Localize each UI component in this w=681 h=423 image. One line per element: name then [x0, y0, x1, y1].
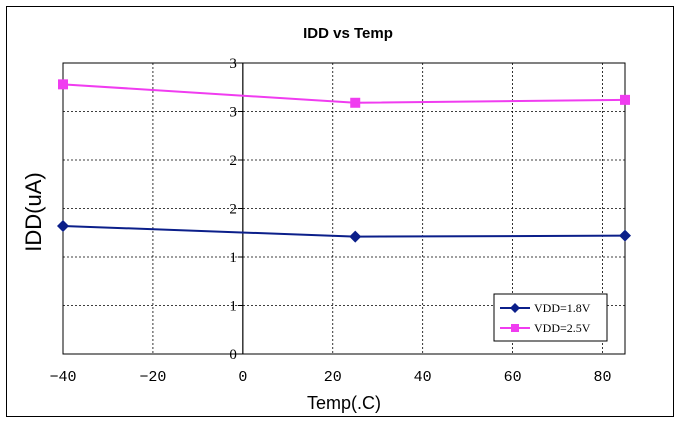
legend-marker-square	[511, 324, 519, 332]
series-layer	[57, 79, 631, 243]
y-tick-label: 3	[229, 105, 237, 121]
legend: VDD=1.8V VDD=2.5V	[493, 293, 608, 342]
data-point-diamond	[619, 229, 631, 242]
data-point-square	[58, 79, 68, 90]
x-tick-label: 20	[324, 369, 342, 386]
y-tick-label: 1	[229, 299, 237, 315]
y-tick-label: 3	[229, 56, 237, 72]
legend-box	[493, 293, 608, 342]
line-chart: IDD vs Temp 0 1 1 2 2 3 3 −40 −20 0 20 40 60 80 Temp…	[21, 25, 631, 413]
y-tick-label: 2	[229, 153, 237, 169]
x-tick-label: 60	[504, 369, 522, 386]
data-point-diamond	[57, 219, 69, 232]
y-tick-label: 0	[229, 347, 237, 363]
x-tick-label: 0	[238, 369, 247, 386]
y-axis: 0 1 1 2 2 3 3	[229, 56, 244, 363]
x-tick-label: 80	[594, 369, 612, 386]
legend-marker-diamond	[510, 303, 520, 313]
data-point-square	[620, 94, 630, 105]
data-point-diamond	[349, 230, 362, 243]
x-axis-ticks: −40 −20 0 20 40 60 80	[49, 369, 611, 386]
legend-entry-label: VDD=1.8V	[534, 301, 591, 315]
legend-entry-label: VDD=2.5V	[534, 321, 591, 335]
x-tick-label: −20	[139, 369, 166, 386]
x-tick-label: 40	[414, 369, 432, 386]
y-axis-label: IDD(uA)	[21, 172, 46, 251]
y-tick-label: 1	[229, 250, 237, 266]
y-tick-label: 2	[229, 202, 237, 218]
chart-title: IDD vs Temp	[303, 25, 393, 42]
x-tick-label: −40	[49, 369, 76, 386]
data-point-square	[350, 97, 361, 108]
chart-frame: IDD vs Temp 0 1 1 2 2 3 3 −40 −20 0 20 40 60 80 Temp…	[6, 6, 674, 417]
x-axis-label: Temp(.C)	[307, 393, 381, 413]
